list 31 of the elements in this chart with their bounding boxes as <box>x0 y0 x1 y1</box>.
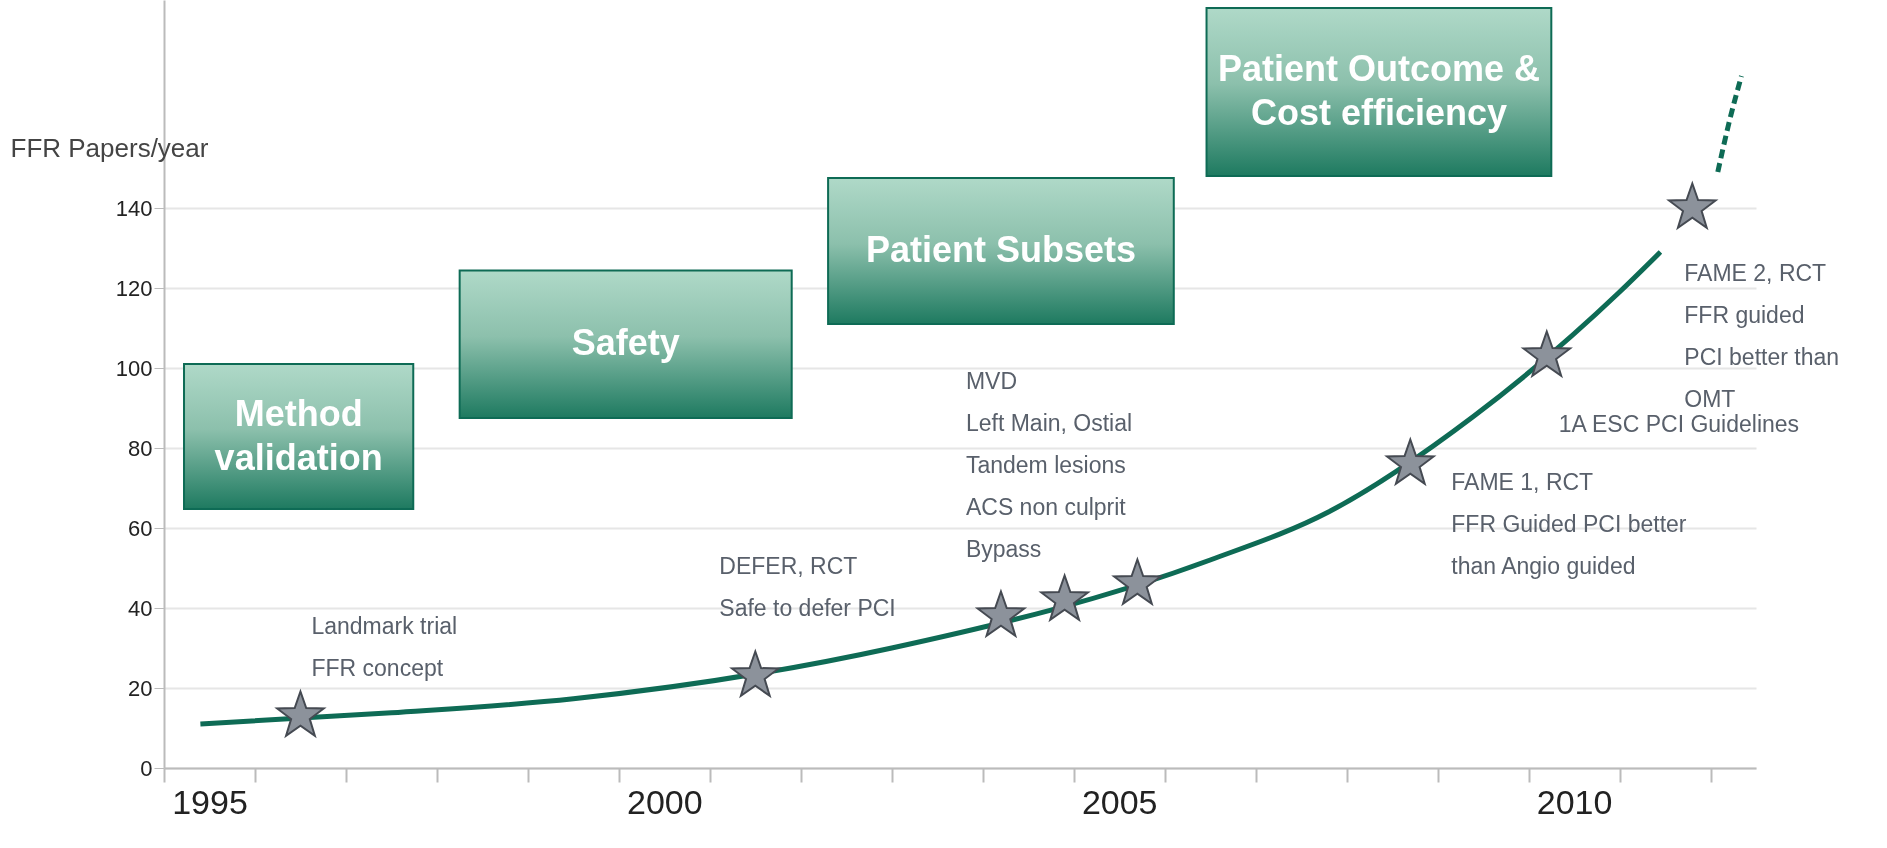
point <box>975 588 1027 639</box>
point <box>729 648 781 699</box>
y-tick-label: 40 <box>128 595 153 621</box>
point <box>1520 328 1573 379</box>
x-tick-label: 2005 <box>1081 782 1158 821</box>
y-tick-label: 80 <box>128 435 153 461</box>
annotation: Landmark trial FFR concept <box>311 613 458 681</box>
annotation: FAME 2, RCT FFR guided PCI better than OMT <box>1684 260 1840 412</box>
y-tick-label: 60 <box>128 515 153 541</box>
annotation: Method validation <box>214 392 383 478</box>
point <box>1111 556 1164 607</box>
y-tick-label: 20 <box>128 675 153 701</box>
point <box>1384 436 1437 487</box>
annotation: MVD Left Main, Ostial Tandem lesions ACS non culprit Bypass <box>965 368 1133 562</box>
point <box>1666 180 1719 231</box>
annotation: Patient Subsets <box>865 229 1136 270</box>
x-tick-label: 2010 <box>1536 782 1613 821</box>
annotation: Safety <box>571 322 680 364</box>
annotation: 1A ESC PCI Guidelines <box>1558 411 1800 437</box>
y-axis-title: FFR Papers/year <box>10 132 209 163</box>
point <box>274 688 327 739</box>
y-tick-label: 0 <box>140 755 153 781</box>
y-tick-label: 120 <box>115 275 153 301</box>
x-tick-label: 1995 <box>172 782 248 821</box>
annotation: Patient Outcome & Cost efficiency <box>1217 48 1540 133</box>
point <box>1038 572 1091 623</box>
annotation: FAME 1, RCT FFR Guided PCI better than Angio guided <box>1451 469 1687 579</box>
x-tick-label: 2000 <box>627 782 703 821</box>
y-tick-label: 100 <box>115 355 153 381</box>
y-tick-label: 140 <box>115 195 153 221</box>
annotation: DEFER, RCT Safe to defer PCI <box>719 553 896 621</box>
